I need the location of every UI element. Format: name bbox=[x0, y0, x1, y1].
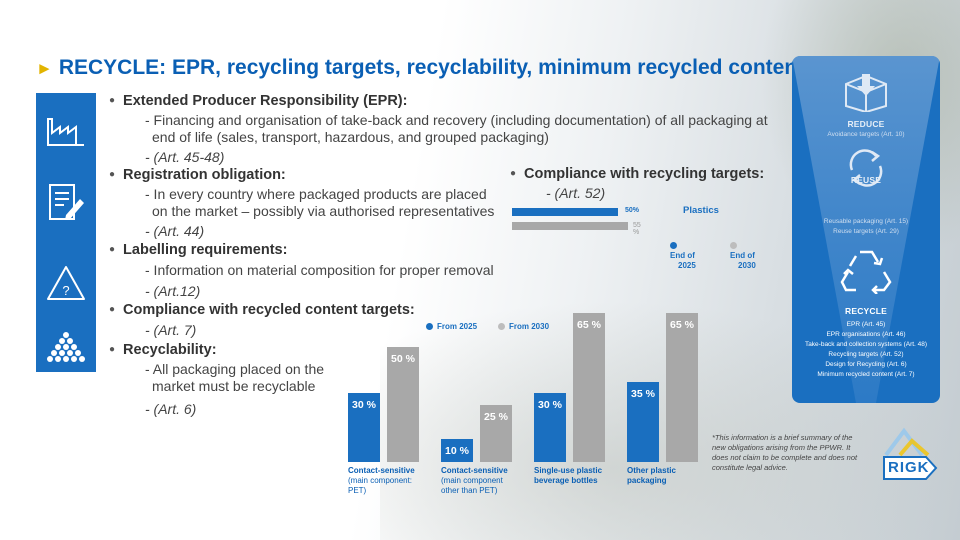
plastics-bar-2030 bbox=[512, 222, 628, 230]
legend-dot-2030 bbox=[730, 242, 737, 250]
bullet-epr-line1: - Financing and organisation of take-bac… bbox=[145, 112, 768, 128]
bullet-registration-ref: - (Art. 44) bbox=[145, 223, 205, 239]
factory-icon bbox=[36, 109, 96, 153]
plastics-bar-2025 bbox=[512, 208, 618, 216]
chart-legend-2025: From 2025 bbox=[426, 322, 477, 331]
reuse-title: REUSE bbox=[850, 175, 882, 185]
document-edit-icon bbox=[36, 181, 96, 225]
title-arrow-icon: ► bbox=[36, 59, 53, 78]
bullet-epr-ref: - (Art. 45-48) bbox=[145, 149, 225, 165]
warning-question-icon: ? bbox=[36, 261, 96, 305]
bullet-registration-line2: on the market – possibly via authorised … bbox=[152, 203, 495, 219]
chart-bar-value-label: 25 % bbox=[484, 410, 508, 423]
recycle-item: Recycling targets (Art. 52) bbox=[828, 351, 904, 358]
chart-category-label: Other plastic packaging bbox=[627, 466, 676, 486]
chart-legend-2030-label: From 2030 bbox=[509, 322, 550, 331]
legend-end-2025-line2: 2025 bbox=[678, 261, 696, 270]
recycling-targets-heading: Compliance with recycling targets: bbox=[510, 166, 764, 182]
chart-bar-2025: 30 % bbox=[534, 393, 566, 462]
pellets-icon bbox=[36, 325, 96, 369]
icon-sidebar: ? bbox=[36, 93, 96, 372]
page-title-text: RECYCLE: EPR, recycling targets, recycla… bbox=[58, 56, 805, 79]
page-title: ► RECYCLE: EPR, recycling targets, recycl… bbox=[36, 56, 804, 80]
reduce-subtitle: Avoidance targets (Art. 10) bbox=[827, 131, 905, 138]
recycled-content-chart: From 2025 From 2030 30 % 50 % Contact-sens… bbox=[340, 300, 710, 500]
chart-category-label-line: PET) bbox=[348, 486, 367, 495]
recycle-item: Take-back and collection systems (Art. 4… bbox=[804, 341, 928, 348]
legend-dot-2025 bbox=[670, 242, 677, 250]
bullet-registration-heading: Registration obligation: bbox=[109, 167, 286, 183]
funnel-shape bbox=[792, 56, 940, 403]
recycle-item: EPR (Art. 45) bbox=[846, 321, 886, 328]
chart-bar-value-label: 50 % bbox=[391, 353, 415, 365]
chart-bar-2025: 10 % bbox=[441, 439, 473, 462]
chart-category-label-line: Other plastic bbox=[627, 466, 676, 475]
plastics-material-label: Plastics bbox=[683, 205, 719, 216]
chart-category-label-line: other than PET) bbox=[441, 486, 498, 495]
legend-end-2030-line1: End of bbox=[730, 251, 755, 260]
disclaimer-text: *This information is a brief summary of … bbox=[712, 433, 858, 472]
chart-category-label-line: Contact-sensitive bbox=[441, 466, 508, 475]
chart-legend-2030: From 2030 bbox=[498, 322, 549, 331]
recycle-item: EPR organisations (Art. 46) bbox=[826, 331, 906, 338]
bullet-recyclability-heading: Recyclability: bbox=[109, 342, 217, 358]
cycle-arrows-icon bbox=[844, 148, 888, 193]
recycle-title: RECYCLE bbox=[844, 306, 888, 316]
svg-text:?: ? bbox=[62, 283, 69, 298]
chart-legend-dot-2025 bbox=[426, 323, 433, 331]
chart-bar-2025: 30 % bbox=[348, 393, 380, 462]
chart-category-label: Contact-sensitive (main component: PET) bbox=[348, 466, 415, 496]
recycle-item: Minimum recycled content (Art. 7) bbox=[817, 371, 915, 378]
reduce-title: REDUCE bbox=[847, 119, 885, 129]
chart-bar-2030: 25 % bbox=[480, 404, 512, 462]
chart-category-label-line: (main component: bbox=[348, 476, 413, 485]
chart-category-label-line: (main component bbox=[441, 476, 503, 485]
chart-bar-2030: 65 % bbox=[666, 312, 698, 462]
chart-category-label: Single-use plastic beverage bottles bbox=[534, 466, 602, 486]
plastics-bar-2030-label: 55 % bbox=[633, 222, 641, 236]
bullet-recycled-content-ref: - (Art. 7) bbox=[145, 322, 197, 338]
bullet-epr-line2: end of life (sales, transport, hazardous… bbox=[152, 129, 549, 145]
bullet-labelling-line1: - Information on material composition fo… bbox=[145, 262, 494, 278]
chart-bar-value-label: 65 % bbox=[577, 318, 601, 331]
chart-category-label-line: packaging bbox=[627, 476, 667, 485]
legend-end-2025-line1: End of bbox=[670, 251, 695, 260]
bullet-labelling-heading: Labelling requirements: bbox=[109, 242, 287, 258]
recycling-targets-ref: - (Art. 52) bbox=[546, 185, 606, 201]
plastics-bar-2025-label: 50% bbox=[625, 207, 640, 214]
bullet-recyclability-line2: market must be recyclable bbox=[152, 378, 316, 394]
rigk-logo-text: RIGK bbox=[888, 459, 930, 476]
bullet-recyclability-line1: - All packaging placed on the bbox=[145, 361, 325, 377]
bullet-labelling-ref: - (Art.12) bbox=[145, 283, 201, 299]
legend-end-2030-line2: 2030 bbox=[738, 261, 756, 270]
chart-bar-value-label: 30 % bbox=[538, 399, 562, 411]
bullet-recycled-content-heading: Compliance with recycled content targets… bbox=[109, 302, 415, 318]
chart-bar-value-label: 65 % bbox=[670, 318, 694, 331]
chart-category-label-line: Contact-sensitive bbox=[348, 466, 415, 475]
legend-end-2030: End of 2030 bbox=[730, 241, 756, 271]
chart-bar-value-label: 30 % bbox=[352, 399, 376, 411]
chart-bar-2030: 50 % bbox=[387, 347, 419, 462]
legend-end-2025: End of 2025 bbox=[670, 241, 696, 271]
reuse-subtitle-2: Reuse targets (Art. 29) bbox=[833, 228, 899, 235]
rigk-logo: RIGK bbox=[882, 425, 940, 481]
bullet-epr-heading: Extended Producer Responsibility (EPR): bbox=[109, 93, 407, 109]
chart-bar-value-label: 35 % bbox=[631, 387, 655, 400]
recycle-icon bbox=[840, 246, 892, 299]
bullet-registration-line1: - In every country where packaged produc… bbox=[145, 186, 487, 202]
bullet-recyclability-ref: - (Art. 6) bbox=[145, 401, 197, 417]
waste-hierarchy-panel: REDUCE Avoidance targets (Art. 10) REUSE… bbox=[792, 56, 940, 403]
chart-category-label-line: beverage bottles bbox=[534, 476, 598, 485]
box-download-icon bbox=[838, 70, 894, 117]
chart-bar-value-label: 10 % bbox=[445, 445, 469, 457]
chart-bar-2030: 65 % bbox=[573, 312, 605, 462]
chart-category-label: Contact-sensitive (main component other th… bbox=[441, 466, 508, 496]
chart-category-label-line: Single-use plastic bbox=[534, 466, 603, 475]
reuse-subtitle-1: Reusable packaging (Art. 15) bbox=[823, 218, 909, 225]
chart-legend-2025-label: From 2025 bbox=[437, 322, 478, 331]
chart-bar-2025: 35 % bbox=[627, 381, 659, 462]
recycle-item: Design for Recycling (Art. 6) bbox=[825, 361, 907, 368]
chart-legend-dot-2030 bbox=[498, 323, 505, 331]
